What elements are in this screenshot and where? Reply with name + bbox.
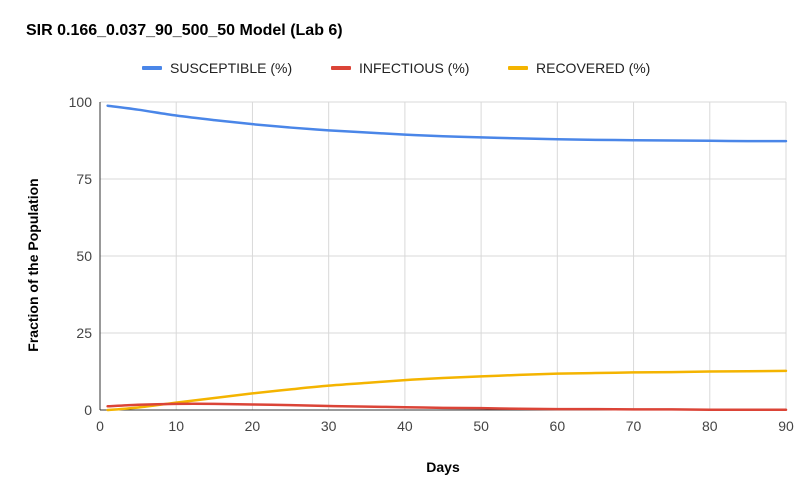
x-tick-label: 10: [168, 418, 184, 434]
legend-label-infectious: INFECTIOUS (%): [359, 60, 470, 76]
y-tick-label: 100: [69, 94, 93, 110]
series-line-recovered[interactable]: [106, 369, 788, 412]
series-lines: [106, 104, 788, 412]
x-tick-label: 60: [550, 418, 566, 434]
series-line-susceptible[interactable]: [106, 104, 788, 143]
x-axis-title: Days: [426, 459, 460, 475]
x-tick-label: 80: [702, 418, 718, 434]
legend-item-infectious[interactable]: INFECTIOUS (%): [331, 58, 469, 78]
x-tick-label: 30: [321, 418, 337, 434]
tick-labels: 0 10 20 30 40 50 60 70 80 90 0 25 50 75 100: [69, 94, 794, 434]
y-axis-title: Fraction of the Population: [25, 178, 41, 351]
x-tick-label: 90: [778, 418, 794, 434]
y-tick-label: 0: [84, 402, 92, 418]
legend-swatch-susceptible: [142, 66, 162, 70]
x-tick-label: 40: [397, 418, 413, 434]
legend-label-susceptible: SUSCEPTIBLE (%): [170, 60, 293, 76]
series-line-infectious[interactable]: [106, 402, 788, 411]
legend-item-susceptible[interactable]: SUSCEPTIBLE (%): [142, 58, 292, 78]
legend-swatch-recovered: [508, 66, 528, 70]
y-tick-label: 25: [76, 325, 92, 341]
x-tick-label: 50: [473, 418, 489, 434]
chart-title: SIR 0.166_0.037_90_500_50 Model (Lab 6): [26, 22, 343, 39]
legend-label-recovered: RECOVERED (%): [536, 60, 651, 76]
y-tick-label: 75: [76, 171, 92, 187]
y-tick-label: 50: [76, 248, 92, 264]
x-tick-label: 20: [245, 418, 261, 434]
grid-lines: [100, 101, 787, 410]
x-tick-label: 70: [626, 418, 642, 434]
x-tick-label: 0: [96, 418, 104, 434]
legend-swatch-infectious: [331, 66, 351, 70]
chart-legend: SUSCEPTIBLE (%) INFECTIOUS (%) RECOVERED…: [0, 58, 811, 80]
legend-item-recovered[interactable]: RECOVERED (%): [508, 58, 650, 78]
